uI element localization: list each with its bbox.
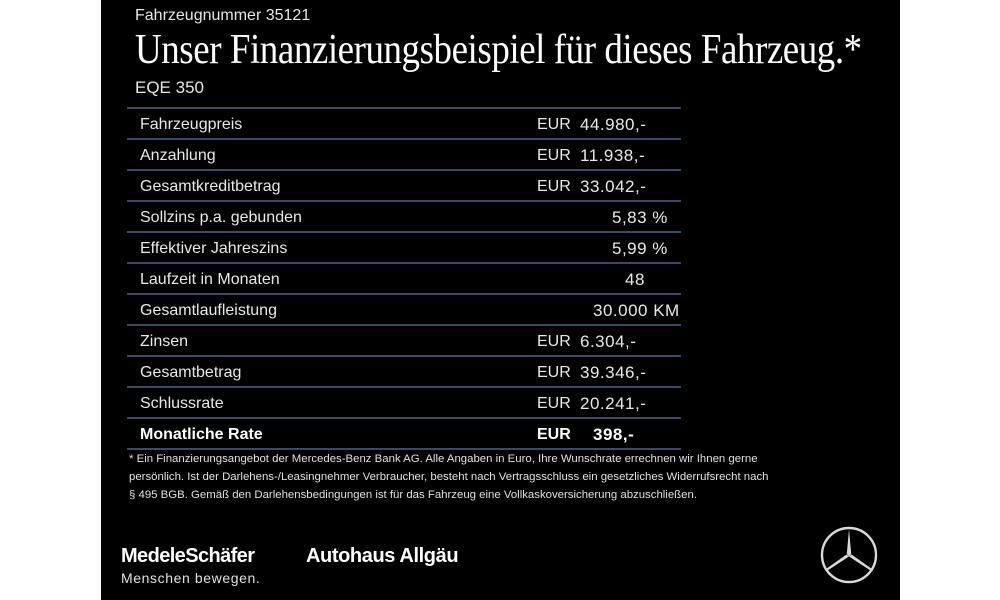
page-title: Unser Finanzierungsbeispiel für dieses F… xyxy=(135,27,862,73)
table-row: Gesamtkreditbetrag EUR 33.042,- xyxy=(127,171,681,202)
mercedes-star-icon xyxy=(820,526,878,584)
footnote-line: * Ein Finanzierungsangebot der Mercedes-… xyxy=(129,453,758,465)
dealer-logo-text: MedeleSchäfer xyxy=(121,545,255,567)
row-amount: 5,83 % xyxy=(612,208,668,227)
vehicle-model: EQE 350 xyxy=(135,78,204,97)
table-row: Gesamtbetrag EUR 39.346,- xyxy=(127,357,681,388)
row-currency: EUR xyxy=(537,333,571,350)
table-row: Fahrzeugpreis EUR 44.980,- xyxy=(127,107,681,140)
legal-footnote: * Ein Finanzierungsangebot der Mercedes-… xyxy=(129,450,879,504)
row-currency: EUR xyxy=(537,395,571,412)
row-amount: 30.000 KM xyxy=(593,301,680,320)
row-amount: 6.304,- xyxy=(580,332,637,351)
row-label: Laufzeit in Monaten xyxy=(140,271,280,288)
row-label: Schlussrate xyxy=(140,395,224,412)
vehicle-number: Fahrzeugnummer 35121 xyxy=(135,7,311,24)
row-amount: 5,99 % xyxy=(612,239,668,258)
table-row: Schlussrate EUR 20.241,- xyxy=(127,388,681,419)
row-label: Zinsen xyxy=(140,333,189,350)
table-row: Gesamtlaufleistung 30.000 KM xyxy=(127,295,681,326)
row-label: Fahrzeugpreis xyxy=(140,116,243,133)
row-amount: 39.346,- xyxy=(580,363,647,382)
row-currency: EUR xyxy=(537,364,571,381)
row-amount: 398,- xyxy=(593,425,635,444)
row-label: Sollzins p.a. gebunden xyxy=(140,209,302,226)
row-amount: 48 xyxy=(625,270,645,289)
row-currency: EUR xyxy=(537,116,571,133)
row-amount: 44.980,- xyxy=(580,115,647,134)
row-amount: 33.042,- xyxy=(580,177,647,196)
table-row: Zinsen EUR 6.304,- xyxy=(127,326,681,357)
footnote-line: persönlich. Ist der Darlehens-/Leasingne… xyxy=(129,471,769,483)
row-amount: 11.938,- xyxy=(580,146,646,165)
row-label: Monatliche Rate xyxy=(140,426,263,443)
row-label: Gesamtkreditbetrag xyxy=(140,178,281,195)
finance-panel: Fahrzeugnummer 35121 Unser Finanzierungs… xyxy=(101,0,900,600)
table-row-monthly-rate: Monatliche Rate EUR 398,- xyxy=(127,419,681,450)
row-label: Effektiver Jahreszins xyxy=(140,240,288,257)
table-row: Laufzeit in Monaten 48 xyxy=(127,264,681,295)
row-label: Anzahlung xyxy=(140,147,216,164)
row-label: Gesamtlaufleistung xyxy=(140,302,277,319)
table-row: Effektiver Jahreszins 5,99 % xyxy=(127,233,681,264)
row-currency: EUR xyxy=(537,178,571,195)
row-amount: 20.241,- xyxy=(580,394,647,413)
row-label: Gesamtbetrag xyxy=(140,364,242,381)
table-row: Anzahlung EUR 11.938,- xyxy=(127,140,681,171)
second-dealer-logo-text: Autohaus Allgäu xyxy=(306,545,459,567)
finance-table: Fahrzeugpreis EUR 44.980,- Anzahlung EUR… xyxy=(127,107,681,450)
footnote-line: § 495 BGB. Gemäß den Darlehensbedingunge… xyxy=(129,489,697,501)
dealer-tagline: Menschen bewegen. xyxy=(121,570,261,586)
row-currency: EUR xyxy=(537,426,571,443)
table-row: Sollzins p.a. gebunden 5,83 % xyxy=(127,202,681,233)
row-currency: EUR xyxy=(537,147,571,164)
